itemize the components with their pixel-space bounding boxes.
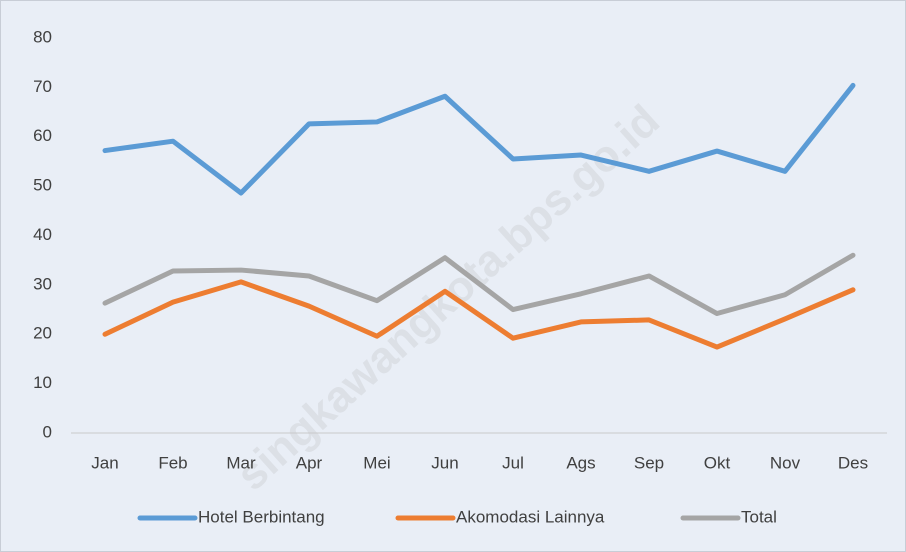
x-tick-label: Jun [431, 453, 458, 472]
x-tick-label: Jul [502, 453, 524, 472]
x-tick-label: Mei [363, 453, 390, 472]
y-tick-label: 40 [33, 225, 52, 244]
x-tick-label: Ags [566, 453, 595, 472]
y-tick-label: 0 [43, 422, 52, 441]
x-tick-label: Nov [770, 453, 801, 472]
y-tick-label: 50 [33, 176, 52, 195]
x-tick-label: Sep [634, 453, 664, 472]
y-tick-label: 80 [33, 27, 52, 46]
y-tick-label: 70 [33, 77, 52, 96]
y-tick-label: 30 [33, 274, 52, 293]
x-tick-label: Apr [296, 453, 323, 472]
x-tick-label: Des [838, 453, 868, 472]
legend-label: Akomodasi Lainnya [456, 507, 605, 526]
x-tick-label: Mar [226, 453, 256, 472]
legend-label: Total [741, 507, 777, 526]
legend-label: Hotel Berbintang [198, 507, 325, 526]
x-tick-label: Jan [91, 453, 118, 472]
series-line [102, 252, 856, 317]
y-tick-label: 60 [33, 126, 52, 145]
x-tick-label: Feb [158, 453, 187, 472]
x-tick-label: Okt [704, 453, 731, 472]
y-tick-label: 10 [33, 373, 52, 392]
series-line [102, 82, 856, 196]
series-line [102, 279, 856, 350]
y-tick-label: 20 [33, 324, 52, 343]
